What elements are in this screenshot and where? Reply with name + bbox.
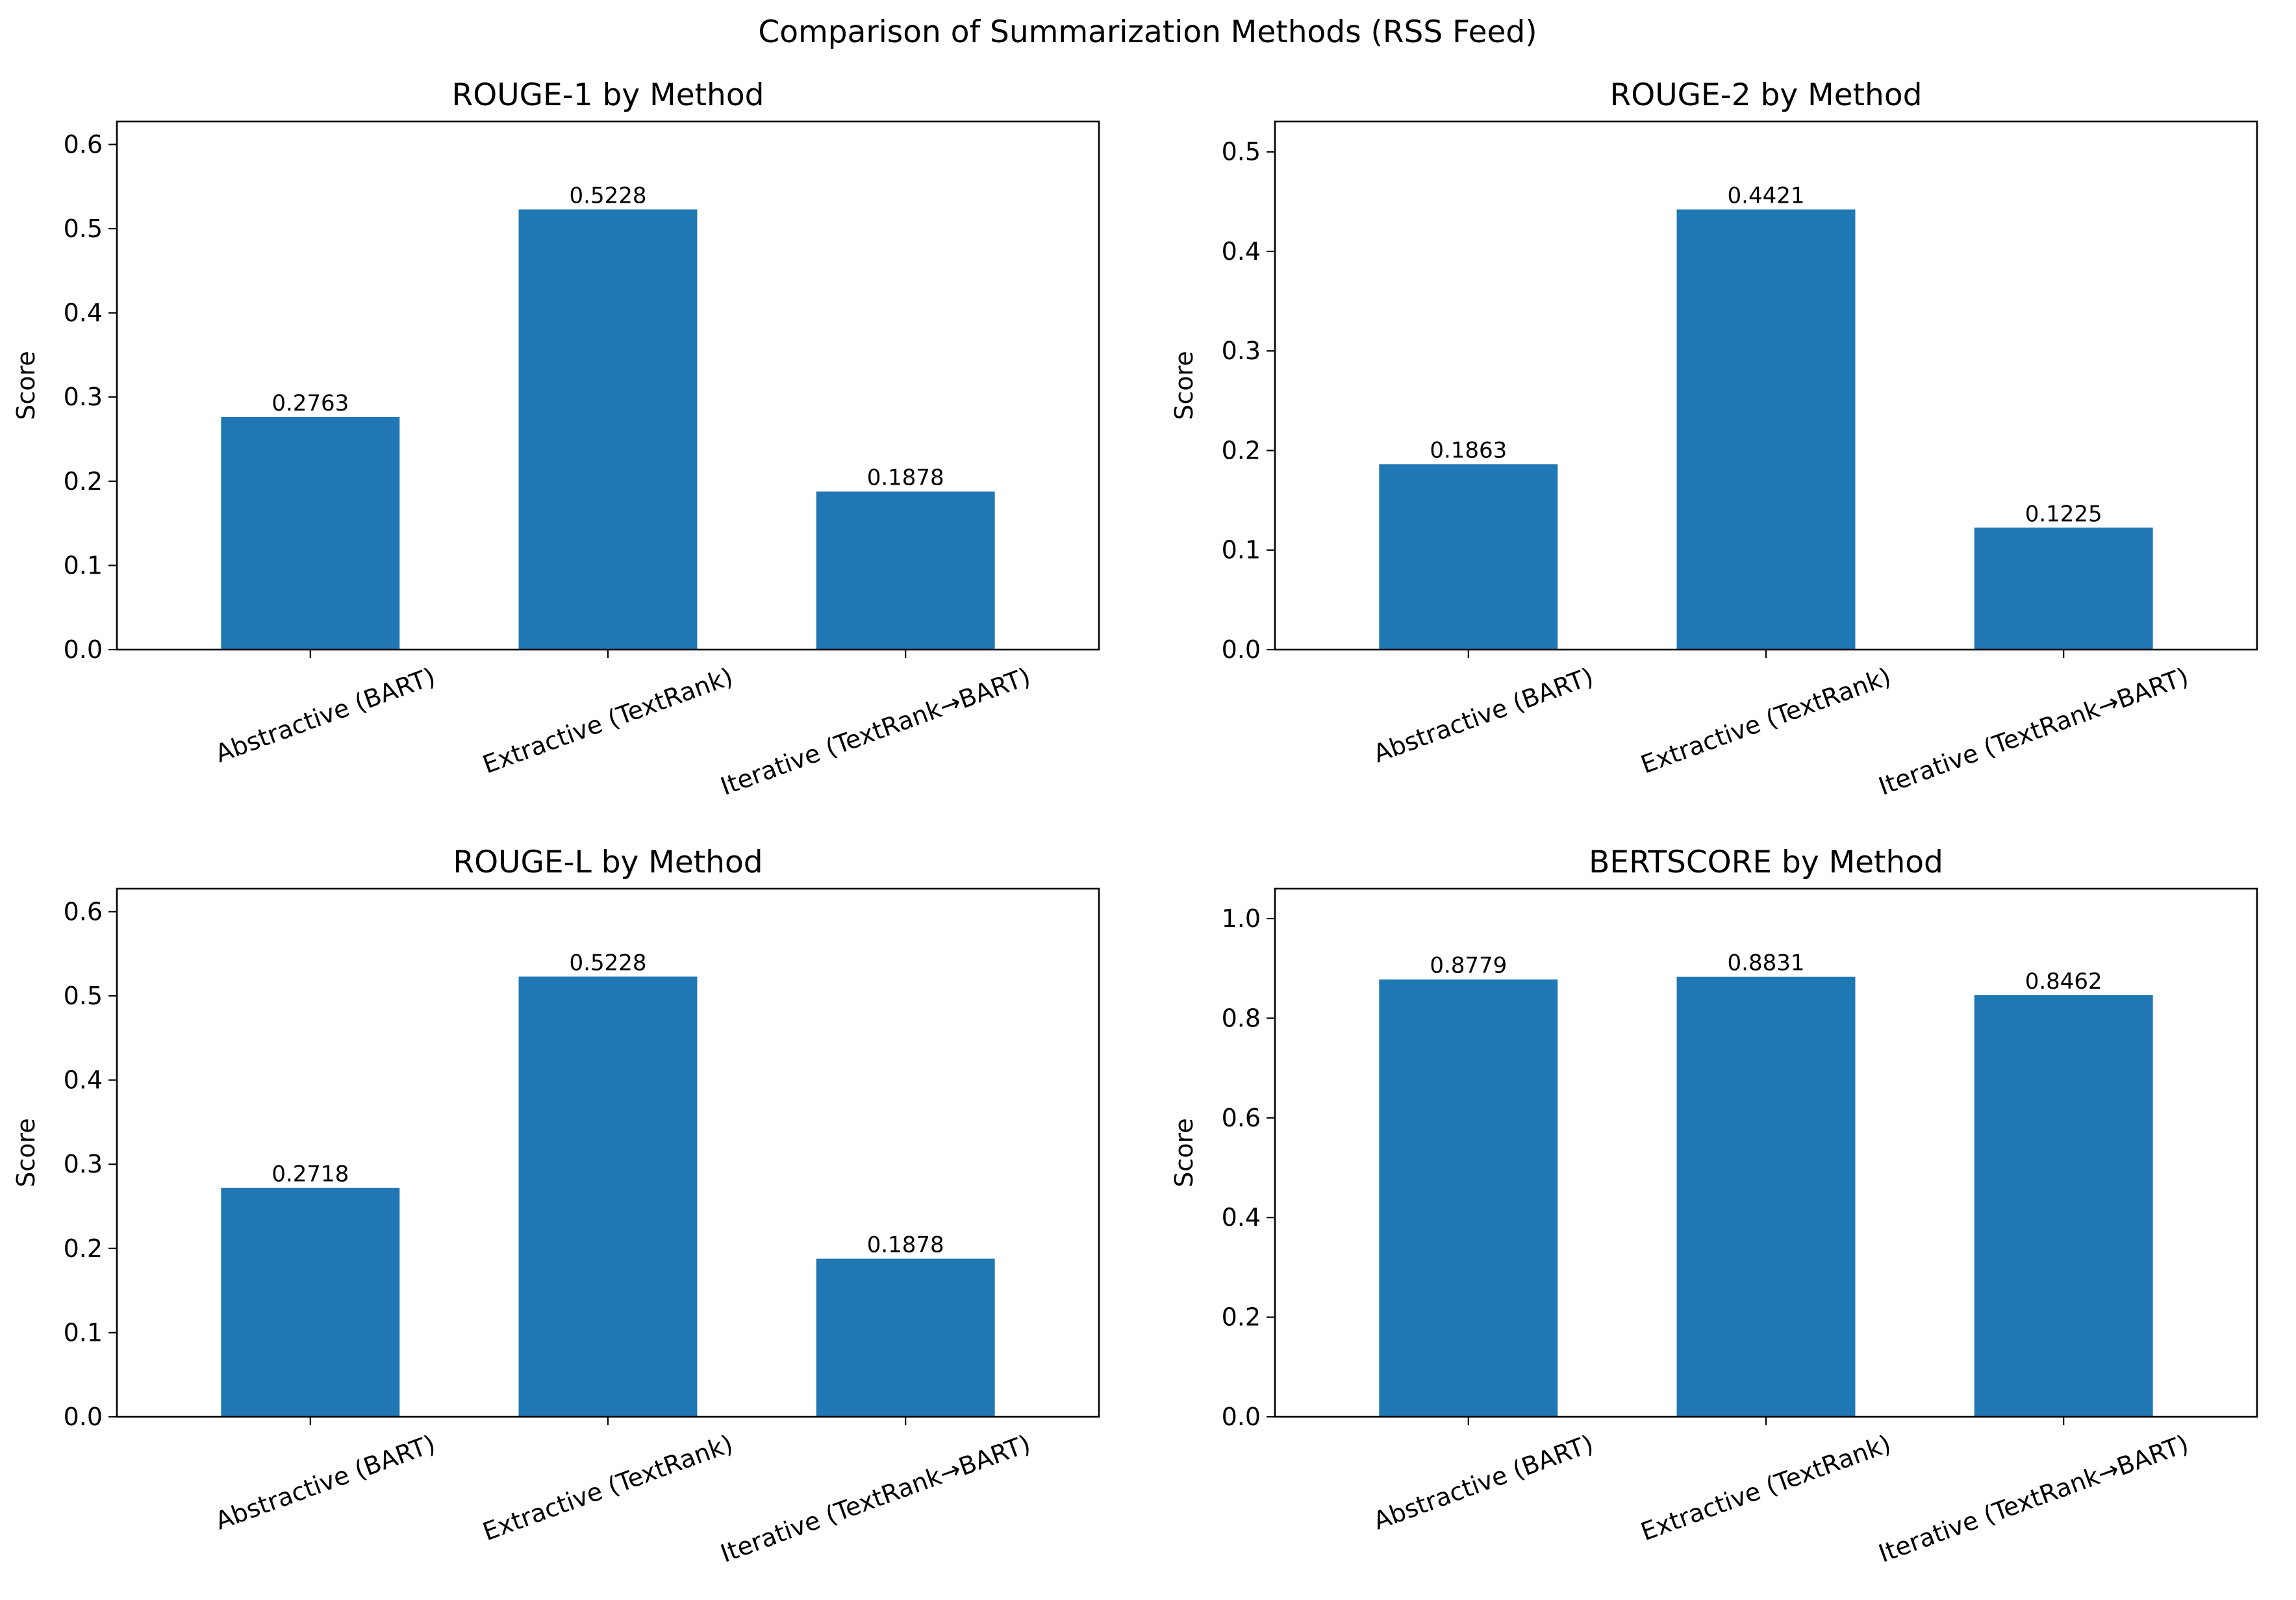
bar-value-label: 0.1878	[867, 1232, 944, 1258]
y-tick-label: 0.3	[1222, 337, 1261, 365]
chart-title: ROUGE-2 by Method	[1610, 77, 1923, 113]
bar-value-label: 0.5228	[570, 183, 647, 209]
x-tick-label: Iterative (TextRank→BART)	[1875, 662, 2193, 801]
y-tick-label: 0.8	[1222, 1004, 1261, 1032]
y-tick-label: 0.0	[1222, 1403, 1261, 1431]
x-tick-label: Abstractive (BART)	[212, 662, 439, 768]
y-tick-label: 0.2	[64, 1234, 103, 1263]
y-tick-label: 0.5	[64, 982, 103, 1010]
bar	[518, 209, 698, 650]
bar	[518, 976, 698, 1417]
y-tick-label: 0.4	[64, 299, 103, 327]
x-tick-label: Abstractive (BART)	[1370, 662, 1597, 768]
x-tick-label: Abstractive (BART)	[1370, 1429, 1597, 1535]
y-axis-label: Score	[12, 1118, 40, 1187]
y-axis-label: Score	[1170, 351, 1198, 420]
chart-title: ROUGE-1 by Method	[452, 77, 764, 113]
y-tick-label: 0.0	[64, 635, 103, 664]
y-tick-label: 0.1	[64, 551, 103, 579]
chart-panel: 0.0 0.1 0.2 0.3 0.4 0.5 0.6 Abstractive (BART) E…	[12, 844, 1100, 1568]
y-tick-label: 0.1	[64, 1318, 103, 1347]
bar	[816, 1258, 995, 1417]
y-tick-label: 0.5	[64, 214, 103, 243]
y-tick-label: 0.6	[64, 897, 103, 926]
y-tick-label: 0.2	[1222, 436, 1261, 464]
y-tick-label: 0.4	[1222, 1203, 1261, 1232]
bar-value-label: 0.5228	[570, 950, 647, 976]
x-tick-label: Abstractive (BART)	[212, 1429, 439, 1535]
x-tick-label: Extractive (TextRank)	[1637, 1429, 1895, 1546]
y-tick-label: 0.0	[1222, 635, 1261, 664]
y-tick-label: 0.1	[1222, 536, 1261, 565]
bar-value-label: 0.1225	[2025, 501, 2102, 527]
figure-title: Comparison of Summarization Methods (RSS…	[758, 14, 1537, 50]
bar	[221, 416, 400, 650]
bar	[816, 491, 995, 650]
bar	[1974, 995, 2153, 1417]
bar	[1676, 209, 1856, 650]
chart-title: ROUGE-L by Method	[453, 844, 763, 880]
y-axis-label: Score	[1170, 1118, 1198, 1187]
y-tick-label: 0.6	[1222, 1104, 1261, 1132]
chart-title: BERTSCORE by Method	[1589, 844, 1943, 880]
y-tick-label: 0.0	[64, 1403, 103, 1431]
y-tick-label: 0.5	[1222, 138, 1261, 166]
x-tick-label: Iterative (TextRank→BART)	[1875, 1429, 2193, 1568]
y-tick-label: 0.6	[64, 130, 103, 159]
y-tick-label: 0.4	[64, 1066, 103, 1095]
x-tick-label: Extractive (TextRank)	[479, 1429, 737, 1546]
bar-value-label: 0.8831	[1728, 950, 1805, 976]
bar	[1379, 979, 1558, 1417]
bar	[1379, 464, 1558, 650]
y-tick-label: 0.4	[1222, 237, 1261, 266]
y-tick-label: 0.3	[64, 383, 103, 411]
chart-panel: 0.0 0.1 0.2 0.3 0.4 0.5 0.6 Abstractive (BART) E…	[12, 77, 1100, 801]
bar	[1974, 527, 2153, 650]
y-tick-label: 0.3	[64, 1150, 103, 1178]
y-tick-label: 1.0	[1222, 904, 1261, 933]
bar-value-label: 0.8779	[1430, 953, 1507, 979]
bar-value-label: 0.8462	[2025, 969, 2102, 995]
y-tick-label: 0.2	[1222, 1303, 1261, 1332]
chart-panel: 0.0 0.1 0.2 0.3 0.4 0.5 Abstractive (BART) Extr…	[1170, 77, 2258, 801]
bar-value-label: 0.4421	[1728, 183, 1805, 209]
y-axis-label: Score	[12, 351, 40, 420]
bar-value-label: 0.1878	[867, 465, 944, 491]
bar	[1676, 976, 1856, 1417]
x-tick-label: Iterative (TextRank→BART)	[717, 662, 1035, 801]
x-tick-label: Iterative (TextRank→BART)	[717, 1429, 1035, 1568]
bar-value-label: 0.2763	[271, 390, 349, 416]
bar	[221, 1187, 400, 1417]
x-tick-label: Extractive (TextRank)	[479, 662, 737, 779]
bar-value-label: 0.1863	[1430, 437, 1507, 463]
chart-panel: 0.0 0.2 0.4 0.6 0.8 1.0 Abstractive (BART) Extr…	[1170, 844, 2258, 1568]
bar-value-label: 0.2718	[271, 1162, 349, 1187]
x-tick-label: Extractive (TextRank)	[1637, 662, 1895, 779]
y-tick-label: 0.2	[64, 467, 103, 496]
